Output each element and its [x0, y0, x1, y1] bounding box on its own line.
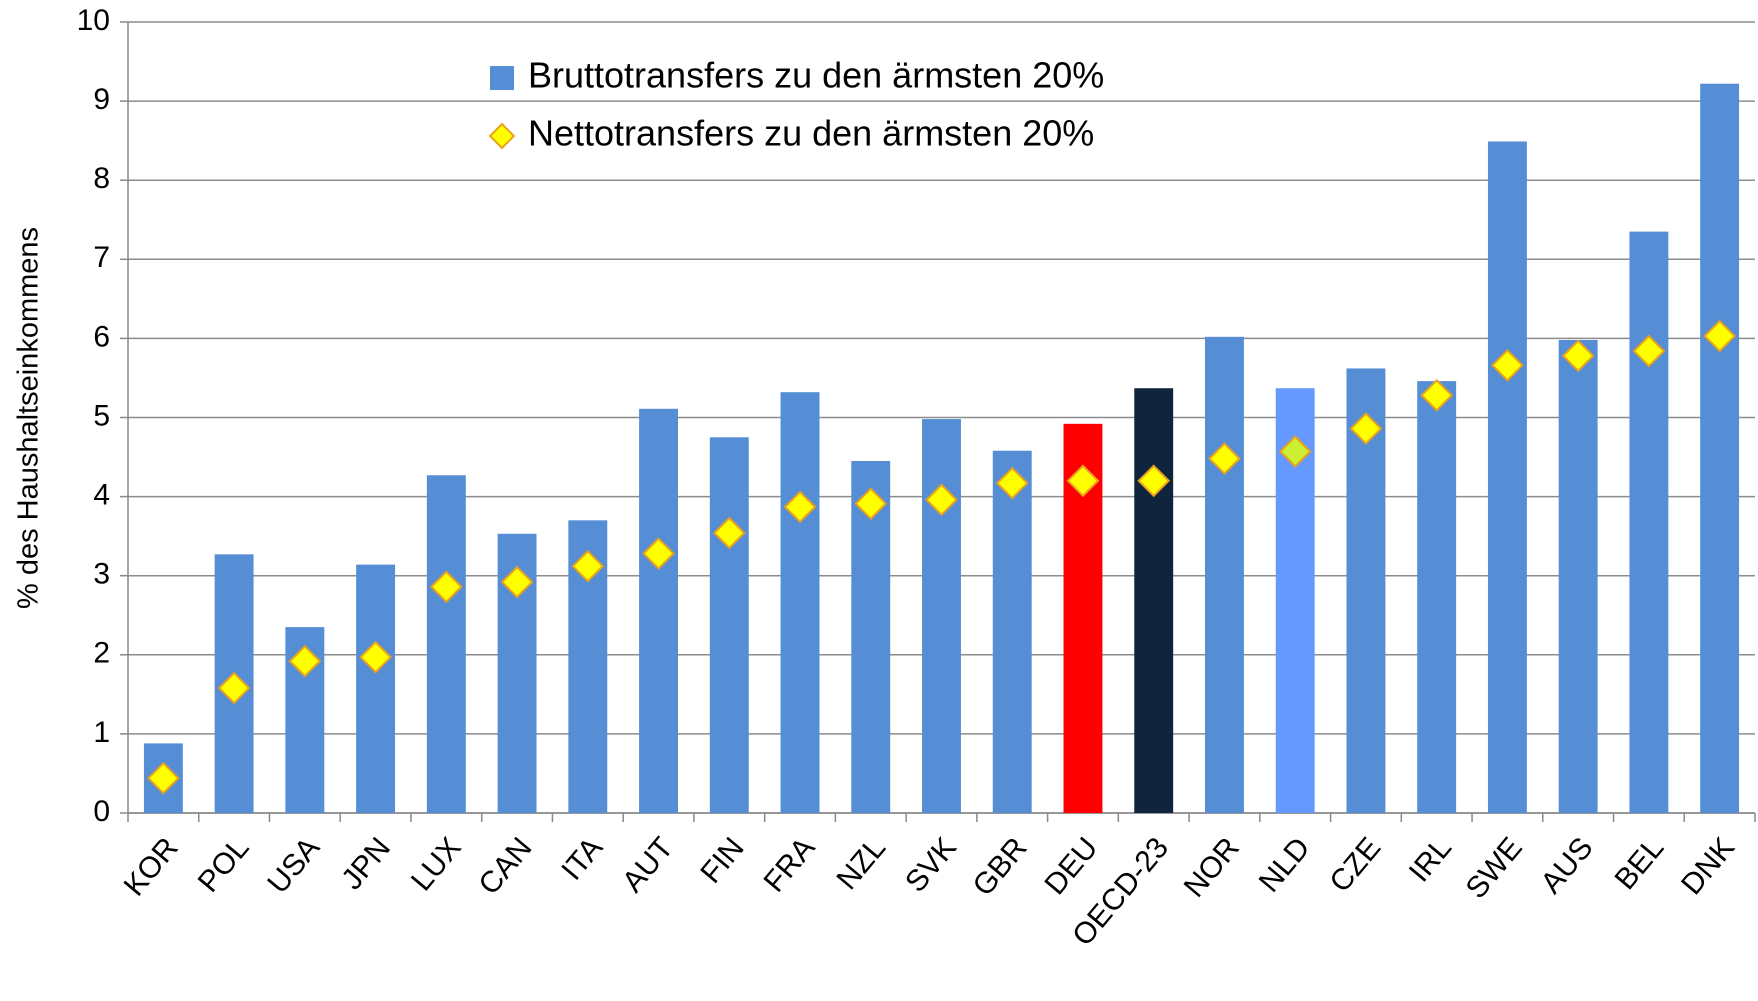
marker: [1490, 348, 1524, 382]
x-tick-label: GBR: [967, 831, 1034, 902]
bar: [709, 437, 749, 813]
y-tick-label: 6: [93, 320, 110, 353]
marker: [1420, 378, 1454, 412]
bar: [1417, 381, 1457, 813]
marker: [783, 490, 817, 524]
x-tick-label: IRL: [1403, 831, 1458, 888]
bar: [1205, 336, 1244, 813]
x-tick-label: DNK: [1675, 831, 1741, 901]
x-tick-label: CZE: [1324, 831, 1388, 898]
marker: [1349, 412, 1383, 445]
y-tick-label: 8: [93, 162, 110, 195]
marker: [217, 671, 251, 705]
marker: [146, 761, 180, 795]
bar: [356, 564, 396, 813]
bar: [639, 408, 678, 813]
marker: [1561, 339, 1595, 373]
marker: [288, 644, 322, 678]
legend-swatch: [490, 66, 514, 90]
marker: [712, 516, 746, 550]
bar: [1629, 231, 1669, 814]
marker: [359, 640, 393, 674]
legend-label: Nettotransfers zu den ärmsten 20%: [528, 113, 1094, 154]
x-tick-label: JPN: [335, 831, 397, 896]
x-tick-label: NOR: [1178, 831, 1246, 903]
y-axis-label: % des Haushaltseinkommens: [13, 227, 45, 609]
y-tick-label: 0: [93, 795, 110, 828]
y-tick-label: 4: [93, 479, 110, 512]
marker: [854, 487, 888, 521]
x-tick-label: SVK: [899, 831, 963, 898]
bar: [992, 450, 1032, 813]
x-tick-label: BEL: [1609, 831, 1671, 896]
bar: [1558, 339, 1598, 813]
legend-label: Bruttotransfers zu den ärmsten 20%: [528, 55, 1104, 96]
bar: [780, 392, 820, 813]
marker: [1208, 442, 1241, 476]
x-tick-label: DEU: [1038, 831, 1104, 901]
y-tick-label: 7: [93, 241, 110, 274]
marker: [995, 466, 1029, 500]
y-tick-label: 10: [77, 4, 110, 37]
bar: [426, 475, 466, 813]
x-tick-label: AUS: [1535, 831, 1600, 899]
y-tick-label: 1: [93, 716, 110, 749]
marker: [1066, 464, 1100, 498]
x-tick-label: SWE: [1460, 831, 1529, 905]
marker: [429, 570, 463, 604]
bar: [1700, 83, 1740, 813]
marker: [500, 565, 534, 599]
marker: [1703, 319, 1737, 353]
marker: [1278, 435, 1312, 468]
x-tick-label: POL: [192, 831, 256, 898]
x-tick-label: NLD: [1253, 831, 1317, 898]
x-tick-label: AUT: [616, 831, 680, 898]
bar: [1134, 388, 1174, 813]
y-tick-label: 3: [93, 558, 110, 591]
x-tick-label: FIN: [694, 831, 750, 889]
x-tick-label: KOR: [118, 831, 185, 902]
marker: [925, 483, 958, 517]
x-tick-label: FRA: [758, 831, 822, 898]
x-tick-label: ITA: [555, 831, 609, 886]
x-tick-label: USA: [261, 831, 326, 899]
x-tick-label: LUX: [405, 831, 468, 897]
marker: [571, 549, 605, 583]
x-tick-label: NZL: [830, 831, 892, 896]
x-tick-label: CAN: [473, 831, 539, 901]
legend-marker: [488, 122, 516, 150]
bar: [922, 419, 961, 813]
y-tick-label: 5: [93, 399, 110, 432]
marker: [642, 537, 675, 570]
bar: [1487, 141, 1527, 814]
y-tick-label: 9: [93, 83, 110, 116]
y-tick-label: 2: [93, 637, 110, 670]
marker: [1137, 464, 1171, 498]
marker: [1632, 334, 1666, 368]
